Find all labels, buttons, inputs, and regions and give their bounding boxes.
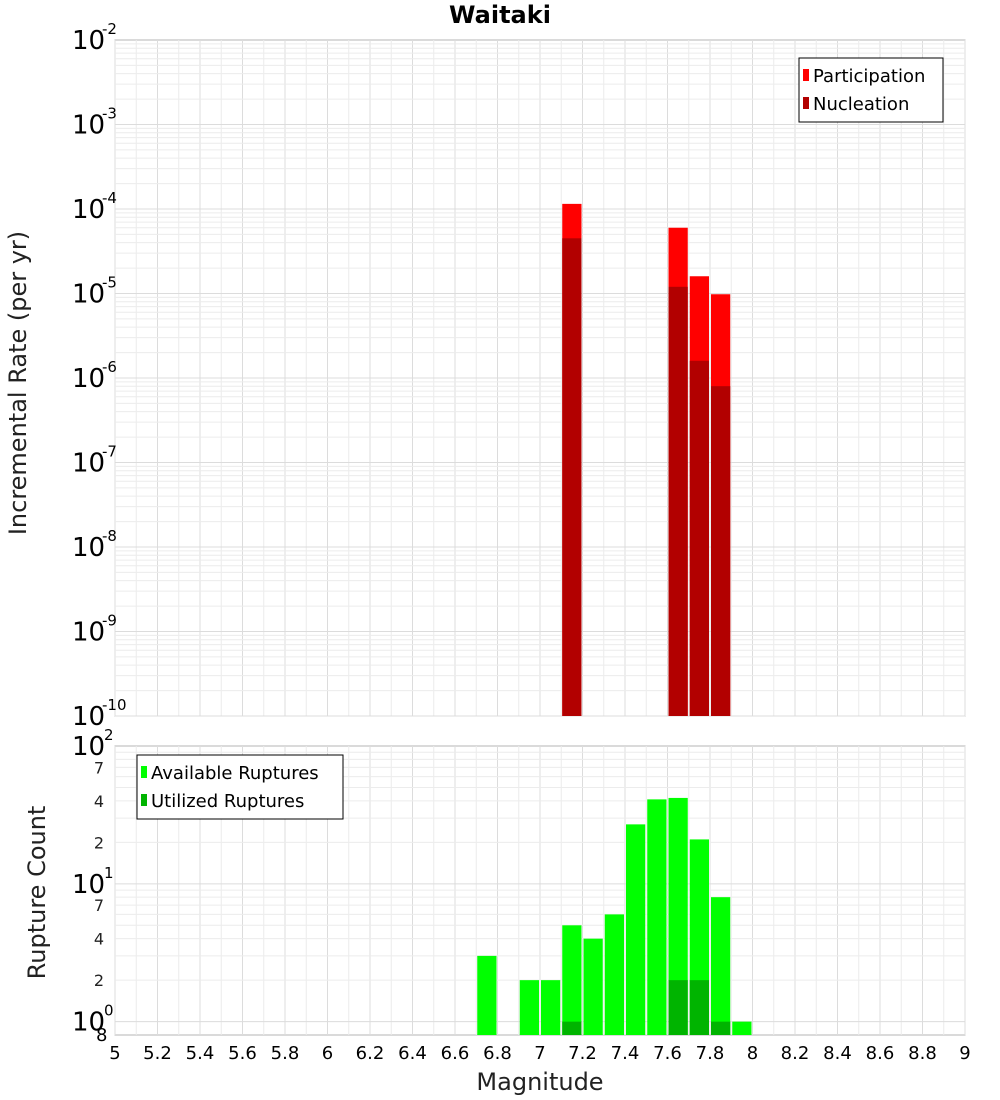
available-bar xyxy=(541,980,561,1035)
count-bars xyxy=(477,797,752,1035)
y-tick-exponent: -3 xyxy=(102,105,117,123)
utilized-bar xyxy=(689,980,709,1035)
nucleation-bar xyxy=(562,238,582,717)
y-tick-exponent: -8 xyxy=(102,527,117,545)
y-tick-label: 10 xyxy=(72,449,105,479)
y-tick-minor-label: 4 xyxy=(94,930,104,949)
legend-box xyxy=(136,754,344,820)
legend-label: Available Ruptures xyxy=(151,763,319,784)
x-tick-label: 8.2 xyxy=(781,1043,810,1064)
available-bar xyxy=(519,980,539,1035)
rate-legend: Participation Nucleation xyxy=(798,57,944,123)
x-tick-label: 5.8 xyxy=(271,1043,300,1064)
y-tick-minor-label: 7 xyxy=(94,758,104,777)
legend-label: Nucleation xyxy=(813,94,909,115)
y-tick-minor-label: 2 xyxy=(94,833,104,852)
y-tick-exponent: 0 xyxy=(104,1002,114,1020)
x-tick-label: 5.2 xyxy=(143,1043,172,1064)
rate-bars xyxy=(562,203,731,717)
count-grid xyxy=(114,746,966,1035)
legend-label: Participation xyxy=(813,66,925,87)
available-bar xyxy=(604,914,624,1035)
y-tick-label: 10 xyxy=(72,26,105,56)
legend-swatch xyxy=(803,97,809,109)
x-tick-label: 6 xyxy=(322,1043,333,1064)
y-tick-label: 10 xyxy=(72,702,105,732)
x-tick-label: 8.6 xyxy=(866,1043,895,1064)
rate-y-axis-label: Incremental Rate (per yr) xyxy=(4,231,32,535)
y-tick-label: 10 xyxy=(72,280,105,310)
y-tick-exponent: -2 xyxy=(102,20,117,38)
y-tick-exponent: -5 xyxy=(102,274,117,292)
legend-label: Utilized Ruptures xyxy=(151,791,304,812)
available-bar xyxy=(711,897,731,1035)
legend-swatch xyxy=(803,69,809,81)
x-axis-label: Magnitude xyxy=(476,1068,603,1096)
rate-grid xyxy=(114,40,966,717)
x-tick-label: 7.8 xyxy=(696,1043,725,1064)
y-tick-exponent: -9 xyxy=(102,612,117,630)
y-tick-label: 10 xyxy=(72,533,105,563)
x-tick-label: 5 xyxy=(109,1043,120,1064)
available-bar xyxy=(583,938,603,1035)
y-tick-exponent: -10 xyxy=(102,696,127,714)
available-bar xyxy=(626,824,646,1035)
x-tick-label: 6.8 xyxy=(483,1043,512,1064)
y-tick-label: 10 xyxy=(72,111,105,141)
x-tick-label: 6.6 xyxy=(441,1043,470,1064)
y-tick-exponent: -6 xyxy=(102,358,117,376)
y-tick-label: 10 xyxy=(72,870,105,900)
y-tick-exponent: -4 xyxy=(102,189,117,207)
utilized-bar xyxy=(668,980,688,1035)
x-tick-label: 8.4 xyxy=(823,1043,852,1064)
x-tick-label: 6.4 xyxy=(398,1043,427,1064)
y-tick-minor-label: 7 xyxy=(94,896,104,915)
utilized-bar xyxy=(562,1021,582,1035)
x-tick-label: 7 xyxy=(534,1043,545,1064)
y-tick-label: 10 xyxy=(72,1008,105,1038)
y-tick-minor-label: 4 xyxy=(94,792,104,811)
rate-panel: 10-210-310-410-510-610-710-810-910-10 In… xyxy=(4,20,966,732)
legend-swatch xyxy=(141,766,147,778)
x-tick-label: 7.2 xyxy=(568,1043,597,1064)
available-bar xyxy=(647,799,667,1035)
available-bar xyxy=(562,925,582,1035)
chart-title: Waitaki xyxy=(449,1,551,29)
y-tick-label: 10 xyxy=(72,364,105,394)
x-axis-ticks: 5 5.2 5.4 5.6 5.8 6 6.2 6.4 6.6 6.8 7 7.2 7.4 7.6 7.8 8… xyxy=(109,1043,970,1064)
y-tick-exponent: 2 xyxy=(104,726,114,744)
y-tick-exponent: 1 xyxy=(104,864,114,882)
x-tick-label: 6.2 xyxy=(356,1043,385,1064)
count-legend: Available Ruptures Utilized Ruptures xyxy=(136,754,344,820)
nucleation-bar xyxy=(689,360,709,716)
y-tick-label: 10 xyxy=(72,195,105,225)
available-bar xyxy=(668,797,688,1035)
x-tick-label: 9 xyxy=(959,1043,970,1064)
utilized-bar xyxy=(711,1021,731,1035)
x-tick-label: 5.4 xyxy=(186,1043,215,1064)
y-tick-minor-label: 2 xyxy=(94,971,104,990)
y-tick-label: 10 xyxy=(72,732,105,762)
nucleation-bar xyxy=(711,386,731,716)
x-tick-label: 5.6 xyxy=(228,1043,257,1064)
count-y-axis-label: Rupture Count xyxy=(23,806,51,980)
y-tick-label: 10 xyxy=(72,618,105,648)
legend-swatch xyxy=(141,794,147,806)
rate-y-ticks: 10-210-310-410-510-610-710-810-910-10 xyxy=(72,20,127,732)
y-tick-label: 8 xyxy=(96,1025,107,1046)
available-bar xyxy=(477,955,497,1035)
available-bar xyxy=(732,1021,752,1035)
legend-box xyxy=(798,57,944,123)
x-tick-label: 7.6 xyxy=(653,1043,682,1064)
nucleation-bar xyxy=(668,286,688,716)
x-tick-label: 7.4 xyxy=(611,1043,640,1064)
x-tick-label: 8 xyxy=(747,1043,758,1064)
y-tick-exponent: -7 xyxy=(102,443,117,461)
x-tick-label: 8.8 xyxy=(908,1043,937,1064)
